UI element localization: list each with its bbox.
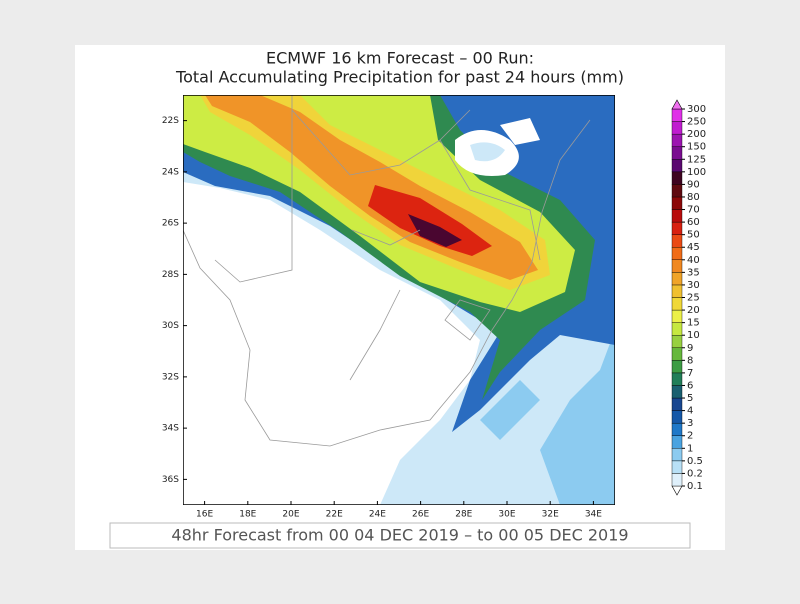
y-tick-label: 36S bbox=[162, 475, 179, 485]
colorbar-label: 250 bbox=[687, 117, 706, 128]
colorbar-cell bbox=[671, 410, 683, 424]
y-tick-label: 30S bbox=[162, 321, 179, 331]
colorbar-label: 30 bbox=[687, 280, 700, 291]
y-tick-label: 26S bbox=[162, 219, 179, 229]
colorbar-label: 40 bbox=[687, 255, 700, 266]
colorbar-label: 100 bbox=[687, 167, 706, 178]
colorbar-cell bbox=[671, 209, 683, 223]
colorbar-cell bbox=[671, 360, 683, 374]
colorbar-cell bbox=[671, 272, 683, 286]
y-tick-label: 34S bbox=[162, 424, 179, 434]
colorbar-label: 6 bbox=[687, 380, 693, 391]
colorbar-cell bbox=[671, 372, 683, 386]
x-tick-label: 26E bbox=[412, 510, 429, 520]
x-tick-label: 24E bbox=[369, 510, 386, 520]
x-tick-label: 28E bbox=[455, 510, 472, 520]
colorbar-cell bbox=[671, 108, 683, 122]
colorbar-cell bbox=[671, 121, 683, 135]
x-tick-label: 22E bbox=[326, 510, 343, 520]
x-tick-label: 32E bbox=[542, 510, 559, 520]
colorbar-label: 45 bbox=[687, 242, 700, 253]
colorbar-label: 10 bbox=[687, 330, 700, 341]
colorbar-cell bbox=[671, 422, 683, 436]
x-tick-label: 18E bbox=[239, 510, 256, 520]
colorbar-label: 2 bbox=[687, 431, 693, 442]
colorbar-label: 50 bbox=[687, 230, 700, 241]
colorbar-label: 4 bbox=[687, 406, 693, 417]
colorbar-label: 15 bbox=[687, 318, 700, 329]
colorbar-label: 0.2 bbox=[687, 468, 703, 479]
colorbar-label: 125 bbox=[687, 154, 706, 165]
colorbar-cell bbox=[671, 347, 683, 361]
colorbar-label: 1 bbox=[687, 443, 693, 454]
colorbar-label: 5 bbox=[687, 393, 693, 404]
colorbar-cell bbox=[671, 473, 683, 487]
colorbar-label: 3 bbox=[687, 418, 693, 429]
colorbar-cell bbox=[671, 335, 683, 348]
y-tick-label: 22S bbox=[162, 116, 179, 126]
x-tick-label: 30E bbox=[498, 510, 515, 520]
colorbar-cell bbox=[671, 284, 683, 298]
footer-box bbox=[109, 522, 691, 549]
y-tick-label: 32S bbox=[162, 372, 179, 382]
colorbar-label: 0.5 bbox=[687, 456, 703, 467]
colorbar-cell bbox=[671, 309, 683, 323]
y-tick-label: 28S bbox=[162, 270, 179, 280]
colorbar-label: 0.1 bbox=[687, 481, 703, 492]
colorbar-label: 150 bbox=[687, 142, 706, 153]
footer-text: 48hr Forecast from 00 04 DEC 2019 – to 0… bbox=[171, 526, 628, 545]
colorbar-label: 25 bbox=[687, 293, 700, 304]
colorbar-cell bbox=[671, 171, 683, 185]
colorbar-high-end bbox=[671, 99, 683, 110]
colorbar-label: 8 bbox=[687, 355, 693, 366]
title-line: Total Accumulating Precipitation for pas… bbox=[175, 68, 624, 87]
y-tick-label: 24S bbox=[162, 167, 179, 177]
colorbar-cell bbox=[671, 159, 683, 173]
colorbar-cell bbox=[671, 221, 683, 235]
colorbar-label: 9 bbox=[687, 343, 693, 354]
colorbar-cell bbox=[671, 385, 683, 399]
colorbar-label: 80 bbox=[687, 192, 700, 203]
colorbar-label: 300 bbox=[687, 104, 706, 115]
precip-field bbox=[183, 95, 615, 505]
colorbar-label: 20 bbox=[687, 305, 700, 316]
title-line: ECMWF 16 km Forecast – 00 Run: bbox=[266, 49, 534, 68]
colorbar-label: 70 bbox=[687, 205, 700, 216]
colorbar-cell bbox=[671, 397, 683, 411]
x-tick-label: 16E bbox=[196, 510, 213, 520]
colorbar-cell bbox=[671, 184, 683, 198]
x-tick-label: 20E bbox=[282, 510, 299, 520]
colorbar-cell bbox=[671, 247, 683, 261]
colorbar-cell bbox=[671, 234, 683, 248]
colorbar-cell bbox=[671, 435, 683, 449]
colorbar-label: 7 bbox=[687, 368, 693, 379]
colorbar-label: 60 bbox=[687, 217, 700, 228]
colorbar-cell bbox=[671, 196, 683, 210]
colorbar-label: 200 bbox=[687, 129, 706, 140]
colorbar-cell bbox=[671, 146, 683, 160]
colorbar-cell bbox=[671, 322, 683, 336]
colorbar-cell bbox=[671, 448, 683, 462]
colorbar-label: 35 bbox=[687, 267, 700, 278]
x-tick-label: 34E bbox=[585, 510, 602, 520]
colorbar-cell bbox=[671, 259, 683, 273]
colorbar-label: 90 bbox=[687, 179, 700, 190]
colorbar-cell bbox=[671, 297, 683, 311]
colorbar-cell bbox=[671, 133, 683, 147]
colorbar-cell bbox=[671, 460, 683, 474]
